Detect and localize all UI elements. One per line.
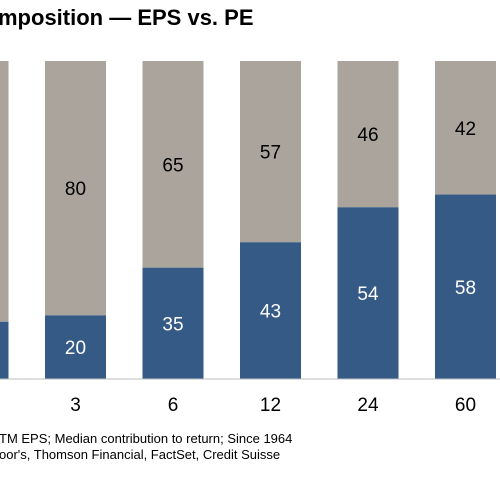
bars-group: 80 20 65 35 57 43 46 54 42 58 <box>0 61 496 379</box>
x-tick-label: 12 <box>260 395 281 416</box>
chart-title: mposition — EPS vs. PE <box>0 5 254 30</box>
bar-pe-first <box>0 61 9 322</box>
bar-eps-3 <box>45 315 106 379</box>
x-tick-label: 6 <box>168 395 179 416</box>
data-label-pe: 42 <box>455 119 476 140</box>
data-label-pe: 80 <box>65 179 86 200</box>
bar-eps-60 <box>435 194 496 379</box>
data-label-eps: 20 <box>65 338 86 359</box>
x-tick-labels: 3 6 12 24 60 <box>70 395 476 416</box>
data-label-eps: 43 <box>260 302 281 323</box>
bar-pe-60 <box>435 61 496 195</box>
bar-eps-first <box>0 321 9 379</box>
data-label-eps: 58 <box>455 278 476 299</box>
data-label-pe: 46 <box>357 125 378 146</box>
footnote-source-definition: TM EPS; Median contribution to return; S… <box>0 431 293 446</box>
data-label-eps: 35 <box>162 314 183 335</box>
bar-eps-6 <box>142 267 204 379</box>
bar-pe-3 <box>45 61 106 316</box>
bar-eps-12 <box>240 242 301 379</box>
data-label-eps: 54 <box>357 284 379 305</box>
data-label-pe: 57 <box>260 143 281 164</box>
bar-pe-12 <box>240 61 301 243</box>
data-label-pe: 65 <box>162 155 183 176</box>
bar-eps-24 <box>337 207 399 379</box>
footnote-data-source: oor's, Thomson Financial, FactSet, Credi… <box>0 447 281 462</box>
bar-pe-6 <box>142 61 204 268</box>
bar-pe-24 <box>337 61 399 208</box>
x-tick-label: 60 <box>455 395 476 416</box>
x-tick-label: 24 <box>357 395 379 416</box>
x-tick-label: 3 <box>70 395 81 416</box>
